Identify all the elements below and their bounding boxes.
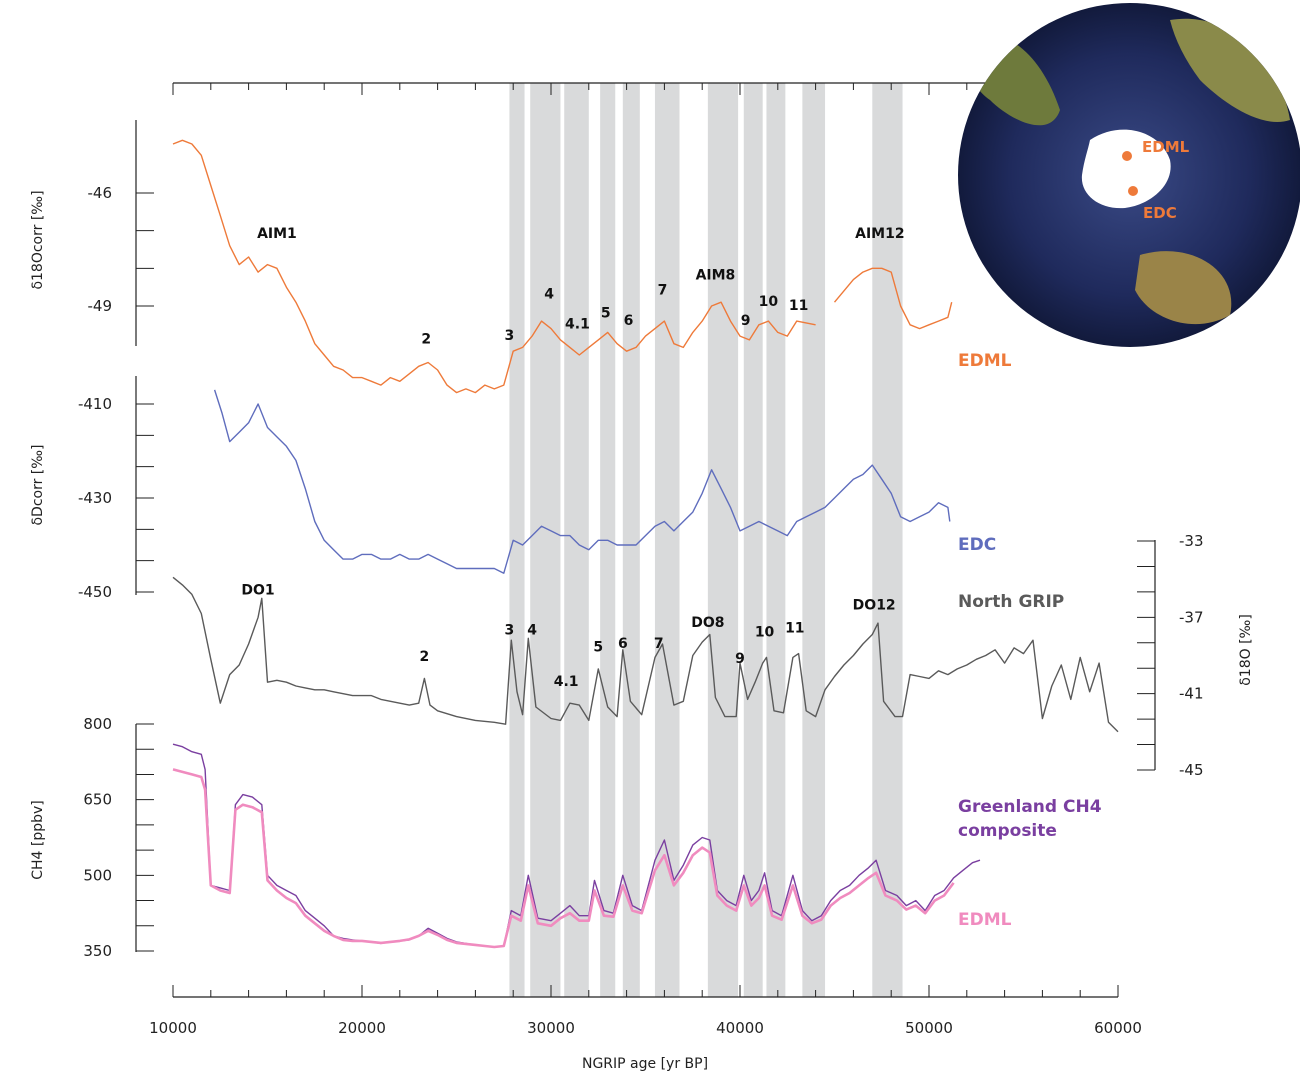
event-label-greenland: DO8: [691, 615, 724, 631]
event-label-antarctic: 10: [759, 294, 779, 310]
australia-landmass: [1135, 251, 1232, 325]
x-tick-label: 20000: [338, 1019, 386, 1037]
event-label-antarctic: 2: [421, 332, 431, 348]
event-label-greenland: DO1: [241, 582, 274, 598]
y-tick-label-edml_d18o: -46: [88, 184, 113, 202]
series-line-ch4-0: [172, 743, 981, 948]
edml-site-marker: [1122, 151, 1132, 161]
y-tick-label-edc_dd: -430: [78, 489, 112, 507]
antarctica-map-inset: EDML EDC: [958, 3, 1300, 347]
event-label-antarctic: 11: [789, 298, 808, 314]
event-label-greenland: 9: [735, 651, 745, 667]
event-label-greenland: 10: [755, 624, 775, 640]
y-tick-label-ch4: 350: [83, 942, 112, 960]
series-label-ch4-greenland: Greenland CH4: [958, 797, 1102, 817]
y-tick-label-ngrip_d18o: -45: [1179, 761, 1204, 779]
y-tick-label-edc_dd: -450: [78, 583, 112, 601]
event-label-greenland: 7: [654, 636, 664, 652]
series-label-ch4-edml: EDML: [958, 910, 1012, 930]
edc-site-marker: [1128, 186, 1138, 196]
event-label-greenland: 11: [785, 621, 804, 637]
series-label-ngrip: North GRIP: [958, 592, 1064, 612]
y-axis-label-edc: δDcorr [‰]: [30, 444, 46, 525]
event-label-greenland: DO12: [853, 598, 896, 614]
shaded-interval-2: [564, 83, 589, 997]
series-line-ch4-1: [172, 768, 955, 949]
event-label-greenland: 4: [527, 623, 537, 639]
shaded-interval-9: [802, 83, 826, 997]
series-line-ngrip_d18o-0: [172, 576, 1119, 733]
shaded-interval-0: [509, 83, 525, 997]
series-line-edml_d18o-0: [172, 139, 953, 394]
africa-landmass: [1170, 18, 1290, 122]
event-label-antarctic: 3: [505, 328, 515, 344]
shaded-interval-4: [622, 83, 640, 997]
event-label-greenland: 5: [593, 640, 603, 656]
y-tick-label-ngrip_d18o: -37: [1179, 608, 1204, 626]
series-label-edml-d18o: EDML: [958, 351, 1012, 371]
shaded-interval-8: [766, 83, 786, 997]
series-line-edc_dd-0: [213, 389, 951, 574]
x-tick-label: 30000: [527, 1019, 575, 1037]
x-tick-label: 50000: [905, 1019, 953, 1037]
y-tick-label-ngrip_d18o: -41: [1179, 685, 1204, 703]
event-label-antarctic: AIM12: [855, 226, 904, 242]
shaded-interval-1: [530, 83, 561, 997]
axes: 10000 20000 30000 40000 50000 60000 -46 -49 -410…: [78, 82, 1204, 1037]
y-tick-label-ch4: 800: [83, 715, 112, 733]
event-label-antarctic: 5: [601, 305, 611, 321]
y-axis-label-edml: δ18Ocorr [‰]: [30, 190, 46, 289]
event-label-antarctic: 9: [741, 313, 751, 329]
y-tick-label-ngrip_d18o: -33: [1179, 532, 1204, 550]
shaded-interval-5: [654, 83, 680, 997]
x-tick-label: 10000: [149, 1019, 197, 1037]
event-label-antarctic: 7: [658, 283, 668, 299]
event-label-antarctic: 4: [544, 286, 554, 302]
shaded-interval-6: [707, 83, 739, 997]
y-tick-label-ch4: 650: [83, 791, 112, 809]
event-label-antarctic: 6: [624, 313, 634, 329]
event-label-greenland: 3: [505, 623, 515, 639]
map-label-edc: EDC: [1143, 204, 1177, 222]
event-label-greenland: 2: [419, 649, 429, 665]
event-label-antarctic: AIM1: [257, 226, 297, 242]
event-label-antarctic: AIM8: [696, 268, 736, 284]
event-label-greenland: 4.1: [554, 674, 579, 690]
x-tick-label: 40000: [716, 1019, 764, 1037]
x-tick-label: 60000: [1094, 1019, 1142, 1037]
map-label-edml: EDML: [1142, 138, 1190, 156]
x-axis-label: NGRIP age [yr BP]: [582, 1056, 708, 1072]
event-label-antarctic: 4.1: [565, 317, 590, 333]
y-tick-label-ch4: 500: [83, 866, 112, 884]
y-tick-label-edc_dd: -410: [78, 395, 112, 413]
data-series: [172, 139, 1119, 949]
y-axis-label-ch4: CH4 [ppbv]: [30, 800, 46, 880]
shaded-interval-7: [743, 83, 763, 997]
shaded-interval-10: [872, 83, 903, 997]
y-axis-label-ngrip: δ18O [‰]: [1238, 614, 1254, 686]
y-tick-label-edml_d18o: -49: [88, 297, 113, 315]
series-label-edc: EDC: [958, 535, 996, 555]
interstadial-shading: [509, 83, 903, 997]
antarctica-landmass: [1081, 129, 1171, 209]
series-label-ch4-composite: composite: [958, 821, 1057, 841]
event-label-greenland: 6: [618, 636, 628, 652]
